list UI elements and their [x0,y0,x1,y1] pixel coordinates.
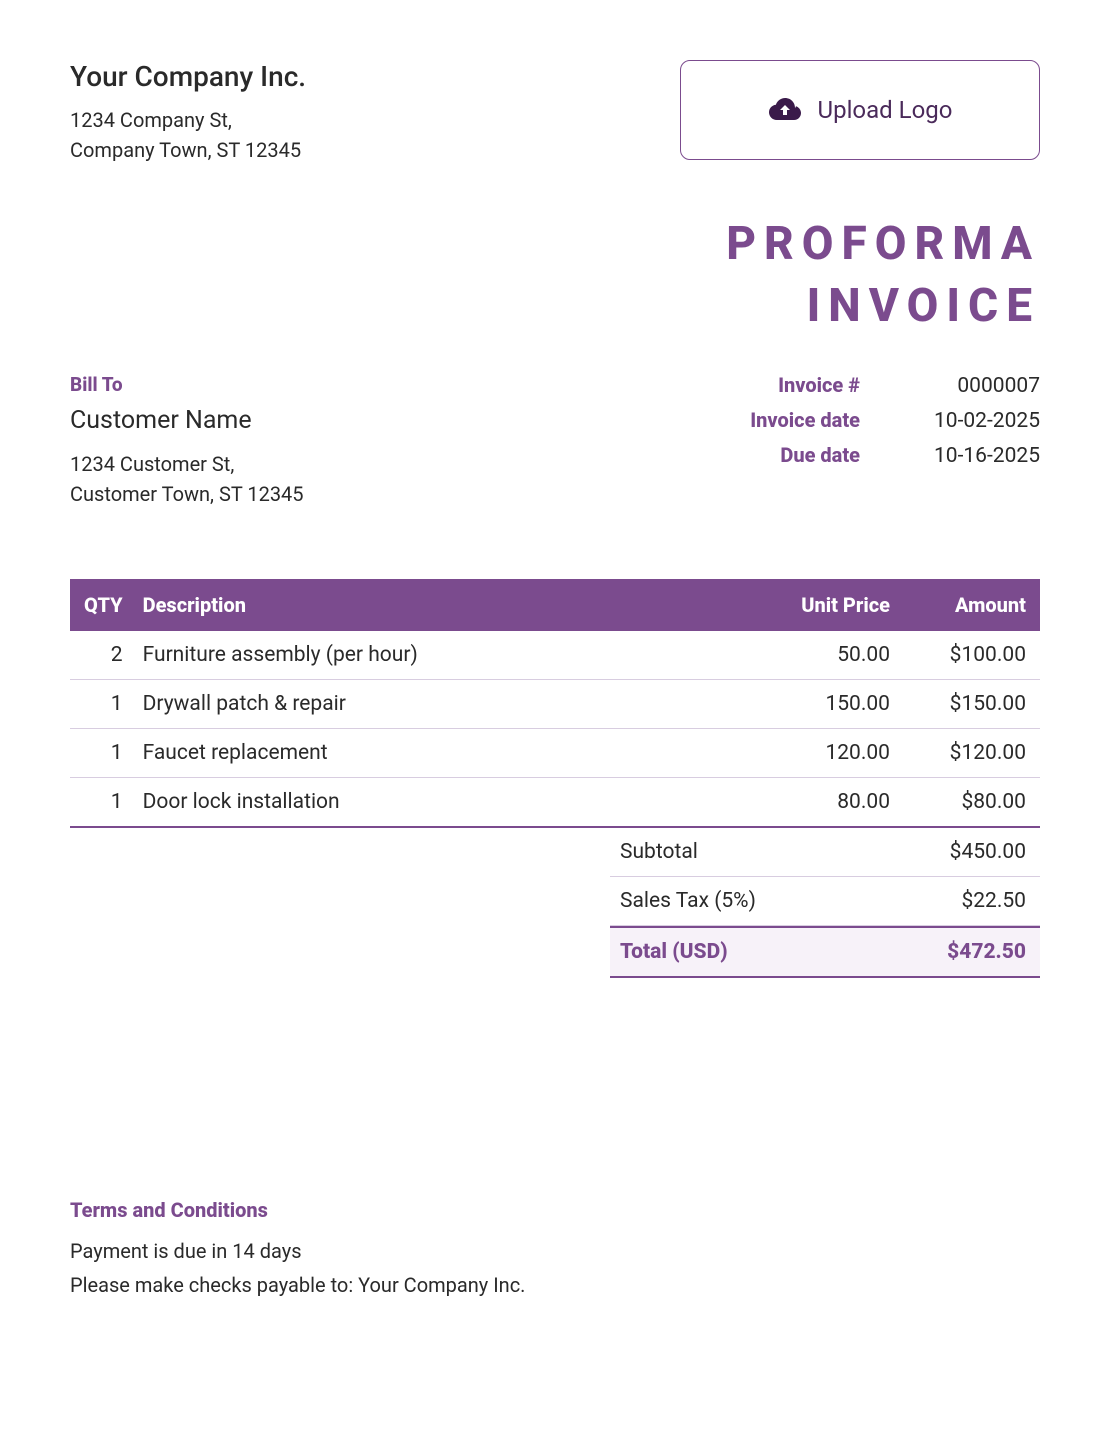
terms-block: Terms and Conditions Payment is due in 1… [70,1198,1040,1302]
cell-amount: $120.00 [900,729,1040,778]
cell-qty: 1 [70,729,133,778]
bill-to-block: Bill To Customer Name 1234 Customer St, … [70,373,710,509]
col-unit-price: Unit Price [730,579,900,631]
subtotal-label: Subtotal [620,840,698,864]
cell-amount: $150.00 [900,680,1040,729]
cloud-upload-icon [768,97,802,123]
cell-unit-price: 120.00 [730,729,900,778]
bill-to-label: Bill To [70,373,710,396]
terms-label: Terms and Conditions [70,1198,1040,1222]
cell-amount: $80.00 [900,778,1040,828]
due-date-value: 10-16-2025 [900,444,1040,468]
company-address-line1: 1234 Company St, [70,105,680,135]
terms-line1: Payment is due in 14 days [70,1234,1040,1268]
due-date-label: Due date [710,443,860,467]
cell-description: Faucet replacement [133,729,730,778]
items-table: QTY Description Unit Price Amount 2Furni… [70,579,1040,828]
cell-description: Furniture assembly (per hour) [133,631,730,680]
cell-qty: 2 [70,631,133,680]
subtotal-value: $450.00 [950,840,1026,864]
upload-logo-label: Upload Logo [818,96,953,124]
cell-amount: $100.00 [900,631,1040,680]
customer-address: 1234 Customer St, Customer Town, ST 1234… [70,449,710,509]
cell-unit-price: 80.00 [730,778,900,828]
tax-label: Sales Tax (5%) [620,889,756,913]
company-address-line2: Company Town, ST 12345 [70,135,680,165]
invoice-number-label: Invoice # [710,373,860,397]
totals-block: Subtotal $450.00 Sales Tax (5%) $22.50 T… [610,828,1040,978]
cell-unit-price: 150.00 [730,680,900,729]
customer-address-line2: Customer Town, ST 12345 [70,479,710,509]
invoice-meta: Invoice # 0000007 Invoice date 10-02-202… [710,373,1040,509]
customer-address-line1: 1234 Customer St, [70,449,710,479]
document-title: PROFORMA INVOICE [70,213,1040,337]
table-row: 1Faucet replacement120.00$120.00 [70,729,1040,778]
col-amount: Amount [900,579,1040,631]
cell-unit-price: 50.00 [730,631,900,680]
invoice-date-label: Invoice date [710,408,860,432]
invoice-date-value: 10-02-2025 [900,409,1040,433]
cell-description: Door lock installation [133,778,730,828]
document-title-line2: INVOICE [70,275,1040,337]
col-qty: QTY [70,579,133,631]
invoice-number-value: 0000007 [900,374,1040,398]
company-name: Your Company Inc. [70,60,680,93]
col-description: Description [133,579,730,631]
table-row: 2Furniture assembly (per hour)50.00$100.… [70,631,1040,680]
grand-total-value: $472.50 [947,940,1026,964]
tax-value: $22.50 [961,889,1026,913]
cell-description: Drywall patch & repair [133,680,730,729]
cell-qty: 1 [70,680,133,729]
cell-qty: 1 [70,778,133,828]
terms-line2: Please make checks payable to: Your Comp… [70,1268,1040,1302]
company-block: Your Company Inc. 1234 Company St, Compa… [70,60,680,165]
upload-logo-button[interactable]: Upload Logo [680,60,1040,160]
table-row: 1Door lock installation80.00$80.00 [70,778,1040,828]
table-row: 1Drywall patch & repair150.00$150.00 [70,680,1040,729]
grand-total-label: Total (USD) [620,940,728,964]
company-address: 1234 Company St, Company Town, ST 12345 [70,105,680,165]
customer-name: Customer Name [70,406,710,435]
document-title-line1: PROFORMA [70,213,1040,275]
